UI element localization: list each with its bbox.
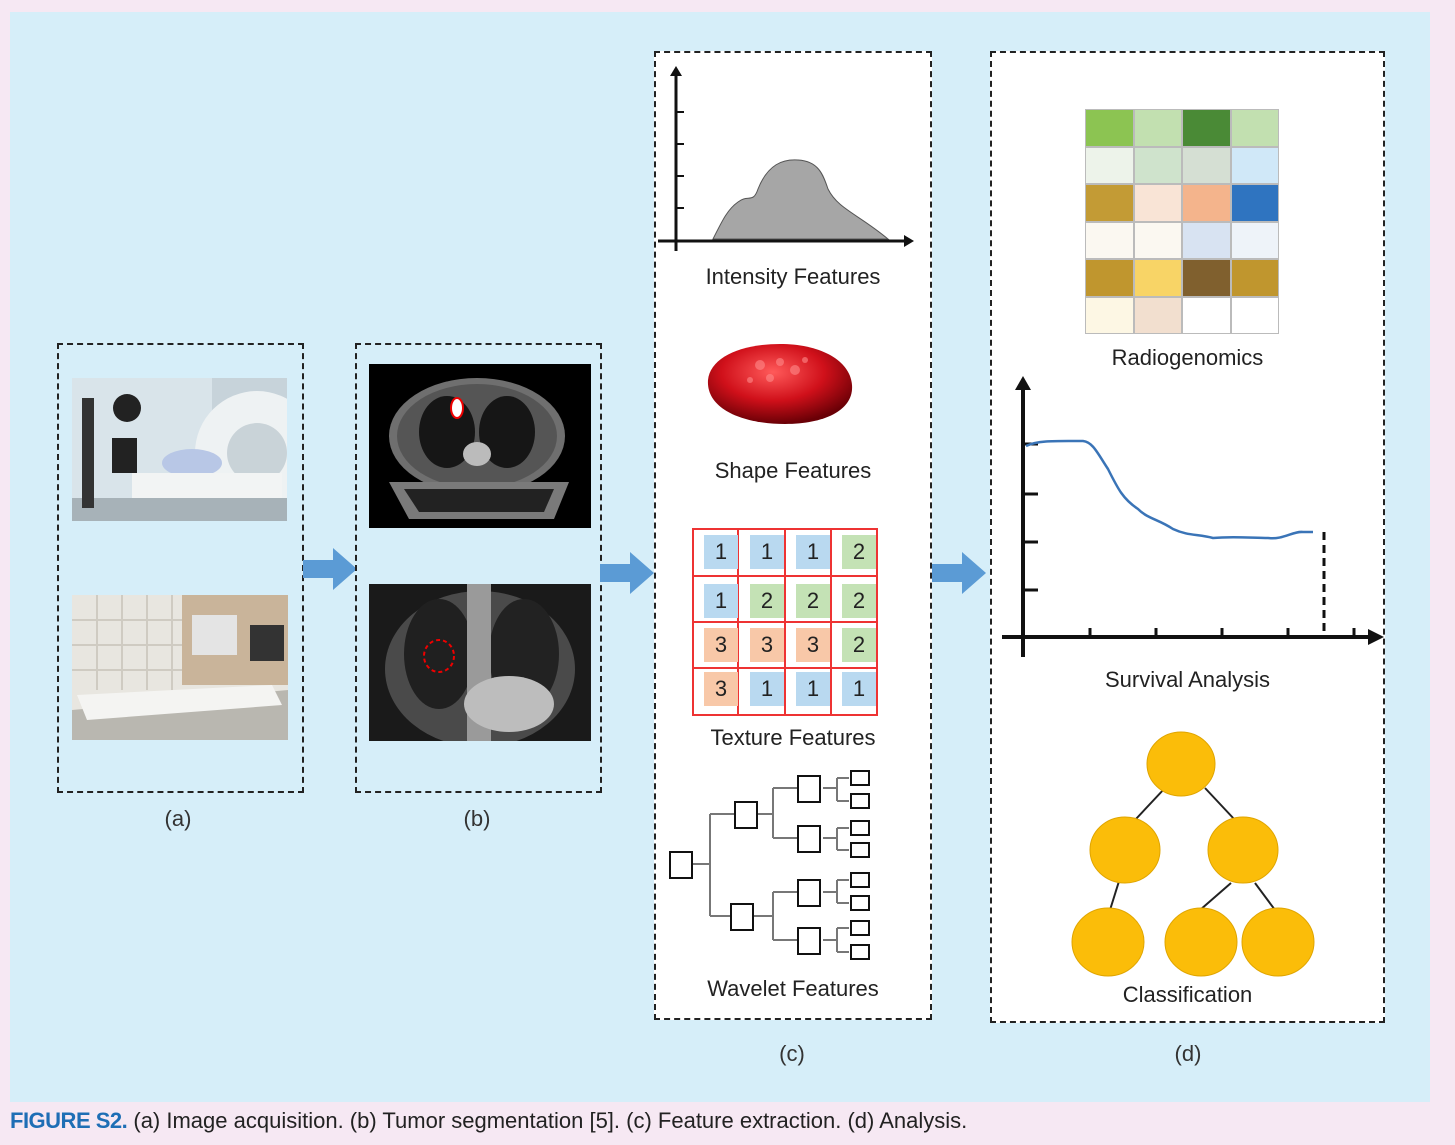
texture-cell: 1 — [842, 672, 876, 706]
shape-features-label: Shape Features — [714, 458, 872, 483]
heatmap-cell — [1085, 296, 1134, 334]
heatmap-cell — [1133, 296, 1182, 334]
arrow-a-to-b — [303, 548, 357, 590]
figure-number: FIGURE S2. — [10, 1108, 128, 1133]
heatmap-cell — [1182, 221, 1231, 259]
texture-cell: 1 — [750, 672, 784, 706]
ct-slice-image — [369, 364, 591, 528]
arrow-b-to-c — [600, 552, 654, 594]
caption-text: (a) Image acquisition. (b) Tumor segment… — [127, 1108, 968, 1133]
texture-cell: 2 — [842, 535, 876, 569]
heatmap-cell — [1133, 259, 1182, 297]
classification-tree — [1071, 731, 1315, 977]
heatmap-cell — [1182, 296, 1231, 334]
heatmap-cell — [1230, 221, 1279, 259]
figure-caption: FIGURE S2. (a) Image acquisition. (b) Tu… — [10, 1108, 967, 1134]
tumor-shape-3d — [707, 344, 853, 424]
chest-xray-image — [369, 584, 591, 741]
heatmap-cell — [1230, 259, 1279, 297]
heatmap-cell — [1085, 146, 1134, 184]
heatmap-cell — [1133, 184, 1182, 222]
texture-cell: 3 — [704, 672, 738, 706]
radiogenomics-label: Radiogenomics — [1111, 345, 1264, 370]
heatmap-cell — [1182, 184, 1231, 222]
wavelet-features-label: Wavelet Features — [707, 976, 879, 1001]
panel-d-label: (d) — [1174, 1041, 1202, 1066]
heatmap-cell — [1230, 184, 1279, 222]
texture-cell: 2 — [842, 628, 876, 662]
heatmap-cell — [1133, 146, 1182, 184]
xray-room-photo — [72, 595, 288, 740]
texture-grid-lines — [692, 528, 878, 716]
ct-scanner-photo — [72, 378, 287, 521]
panel-b-label: (b) — [463, 806, 491, 831]
heatmap-cell — [1182, 146, 1231, 184]
panel-c-label: (c) — [779, 1041, 805, 1066]
intensity-features-label: Intensity Features — [705, 264, 881, 289]
intensity-histogram — [658, 66, 914, 251]
texture-cell: 2 — [796, 584, 830, 618]
classification-label: Classification — [1122, 982, 1253, 1007]
heatmap-cell — [1230, 146, 1279, 184]
heatmap-cell — [1182, 109, 1231, 147]
heatmap-cell — [1230, 296, 1279, 334]
heatmap-cell — [1230, 109, 1279, 147]
heatmap-cell — [1133, 109, 1182, 147]
texture-cell: 2 — [842, 584, 876, 618]
texture-cell: 3 — [750, 628, 784, 662]
texture-cell: 1 — [704, 535, 738, 569]
panel-a-label: (a) — [164, 806, 192, 831]
wavelet-tree — [669, 770, 870, 960]
texture-cell: 1 — [796, 672, 830, 706]
heatmap-cell — [1182, 259, 1231, 297]
texture-cell: 1 — [704, 584, 738, 618]
texture-cell: 3 — [796, 628, 830, 662]
texture-cell: 1 — [796, 535, 830, 569]
texture-cell: 1 — [750, 535, 784, 569]
heatmap-cell — [1085, 184, 1134, 222]
heatmap-cell — [1133, 221, 1182, 259]
texture-cell: 2 — [750, 584, 784, 618]
heatmap-cell — [1085, 259, 1134, 297]
texture-cell: 3 — [704, 628, 738, 662]
heatmap-cell — [1085, 221, 1134, 259]
survival-curve-plot — [1002, 376, 1384, 657]
heatmap-cell — [1085, 109, 1134, 147]
texture-features-label: Texture Features — [710, 725, 876, 750]
arrow-c-to-d — [932, 552, 986, 594]
survival-analysis-label: Survival Analysis — [1104, 667, 1271, 692]
